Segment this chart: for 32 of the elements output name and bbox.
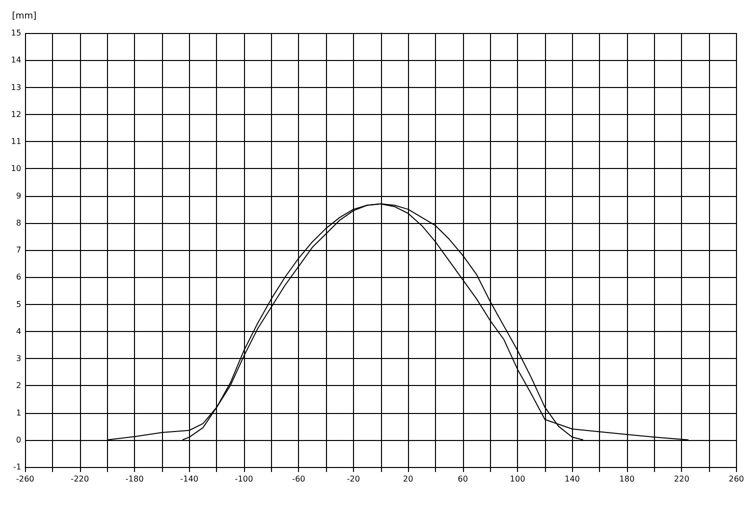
y-tick-label: 5 xyxy=(16,300,22,309)
y-tick-label: 15 xyxy=(10,28,22,38)
y-tick-label: 2 xyxy=(16,381,22,390)
x-tick-label: -180 xyxy=(126,474,144,484)
y-tick-label: 10 xyxy=(10,164,22,174)
y-tick-label: 11 xyxy=(10,137,22,146)
y-tick-label: 4 xyxy=(16,326,22,336)
x-tick-label: -20 xyxy=(346,474,360,484)
x-tick-label: 260 xyxy=(728,474,744,484)
x-tick-label: -140 xyxy=(180,474,198,484)
x-tick-label: -260 xyxy=(16,474,34,484)
y-tick-label: 8 xyxy=(16,218,22,228)
y-tick-label: 9 xyxy=(16,191,22,200)
x-tick-label: 220 xyxy=(674,474,690,484)
x-tick-label: -220 xyxy=(70,474,89,484)
y-tick-label: 13 xyxy=(10,82,22,92)
y-tick-label: 3 xyxy=(16,354,22,363)
x-tick-label: -60 xyxy=(292,474,306,484)
x-tick-label: 60 xyxy=(458,474,468,484)
x-tick-label: 140 xyxy=(564,474,580,484)
y-tick-label: 7 xyxy=(16,246,22,254)
x-tick-label: -100 xyxy=(234,474,254,484)
y-tick-label: 6 xyxy=(16,272,22,282)
x-tick-label: 20 xyxy=(403,474,414,484)
y-tick-label: 1 xyxy=(16,408,22,418)
y-axis-title: [mm] xyxy=(12,12,37,22)
y-tick-label: 0 xyxy=(16,435,22,444)
x-tick-label: 100 xyxy=(510,474,526,484)
y-tick-label: 14 xyxy=(10,56,22,65)
y-tick-label: 12 xyxy=(10,110,22,119)
x-tick-label: 180 xyxy=(619,474,635,484)
y-tick-label: -1 xyxy=(13,462,22,472)
